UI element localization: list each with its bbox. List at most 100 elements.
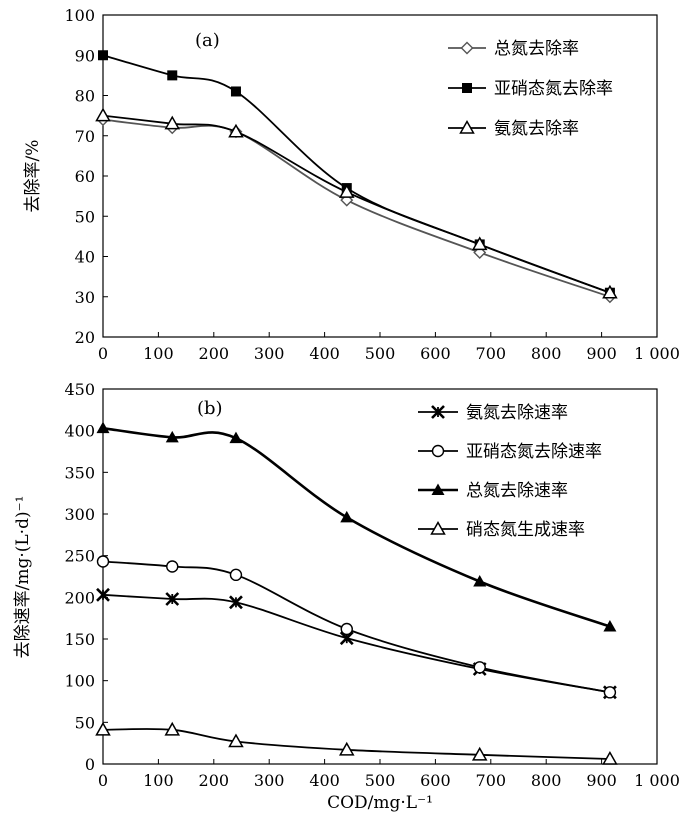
x-tick-label: 600	[420, 771, 451, 790]
legend-item: 氨氮去除率	[448, 119, 579, 139]
data-point	[473, 575, 487, 587]
legend-marker	[430, 520, 446, 535]
x-tick-label: 300	[254, 771, 285, 790]
y-tick-label: 0	[85, 755, 95, 774]
data-point	[95, 721, 111, 736]
legend-item: 总氮去除率	[448, 39, 579, 59]
data-point	[95, 107, 111, 122]
y-tick-label: 250	[64, 547, 95, 566]
x-tick-label: 900	[586, 344, 617, 363]
x-tick-label: 900	[586, 771, 617, 790]
x-axis: 0 100 200 300 400 500 600 700 800 900 1 000	[98, 332, 680, 363]
legend-marker	[431, 483, 445, 495]
y-tick-label: 70	[75, 127, 95, 146]
data-point	[338, 184, 355, 198]
x-tick-label: 500	[365, 344, 396, 363]
series-4	[95, 721, 618, 765]
x-tick-label: 800	[531, 344, 562, 363]
data-point	[98, 50, 108, 61]
legend-item: 总氮去除速率	[418, 481, 568, 501]
data-point	[340, 510, 354, 523]
y-tick-label: 200	[64, 588, 95, 607]
y-tick-label: 150	[64, 630, 95, 649]
data-point	[230, 86, 241, 97]
x-tick-label: 700	[476, 344, 507, 363]
x-tick-label: 500	[365, 771, 396, 790]
y-tick-label: 50	[75, 207, 95, 226]
legend-marker	[431, 405, 445, 419]
legend-item: 亚硝态氮去除速率	[418, 442, 602, 462]
data-point	[229, 595, 243, 610]
data-point	[164, 115, 181, 130]
y-tick-label: 90	[75, 46, 95, 65]
y-tick-label: 80	[75, 87, 95, 106]
data-point	[228, 123, 244, 138]
x-tick-label: 700	[476, 771, 507, 790]
plot-frame	[102, 14, 658, 338]
legend-marker	[459, 119, 475, 134]
data-point	[338, 741, 355, 756]
x-tick-label: 0	[98, 344, 108, 363]
y-tick-label: 20	[75, 328, 95, 347]
series-1	[96, 113, 617, 304]
data-point	[229, 568, 243, 582]
y-tick-label: 30	[75, 288, 95, 307]
x-tick-label: 1 000	[634, 771, 680, 790]
legend-label: 硝态氮生成速率	[466, 520, 585, 540]
x-tick-label: 400	[309, 344, 340, 363]
legend-label: 氨氮去除速率	[466, 403, 568, 423]
x-tick-label: 600	[420, 344, 451, 363]
chart-panel-b: 0 100 200 300 400 500 600 700 800 900 1 000 0 50 100 1…	[13, 380, 680, 813]
legend-label: 总氮去除率	[494, 39, 579, 59]
series-3	[95, 107, 618, 299]
y-tick-label: 400	[64, 422, 95, 441]
y-tick-label: 350	[64, 463, 95, 482]
data-point	[602, 284, 618, 299]
x-tick-label: 400	[309, 771, 340, 790]
x-axis-title: COD/mg·L⁻¹	[327, 793, 433, 813]
series-line	[102, 118, 611, 298]
data-point	[471, 236, 488, 251]
x-tick-label: 0	[98, 771, 108, 790]
x-tick-label: 200	[199, 771, 230, 790]
panel-label: (b)	[197, 398, 223, 419]
legend-marker	[431, 444, 445, 458]
y-tick-label: 40	[75, 248, 95, 267]
legend-marker	[460, 41, 474, 55]
x-axis: 0 100 200 300 400 500 600 700 800 900 1 000	[98, 759, 680, 790]
data-point	[96, 587, 110, 602]
series-line	[102, 728, 610, 760]
y-axis: 0 50 100 150 200 250 300 350 400 450	[64, 380, 108, 774]
data-point	[96, 555, 110, 568]
legend-label: 氨氮去除率	[494, 119, 579, 139]
legend-item: 硝态氮生成速率	[418, 520, 585, 540]
y-axis: 20 30 40 50 60 70 80 90 100	[64, 6, 108, 347]
data-point	[165, 430, 179, 443]
x-tick-label: 200	[199, 344, 230, 363]
y-tick-label: 100	[64, 672, 95, 691]
x-tick-label: 1 000	[634, 344, 680, 363]
legend-item: 氨氮去除速率	[418, 403, 568, 423]
data-point	[229, 431, 243, 444]
y-tick-label: 300	[64, 505, 95, 524]
data-point	[340, 622, 353, 636]
y-tick-label: 50	[75, 713, 95, 732]
x-tick-label: 800	[531, 771, 562, 790]
legend-item: 亚硝态氮去除率	[448, 79, 613, 99]
y-tick-label: 100	[64, 6, 95, 25]
x-tick-label: 100	[143, 344, 174, 363]
data-point	[603, 686, 617, 699]
data-point	[96, 421, 110, 434]
series-line	[102, 560, 611, 694]
y-tick-label: 60	[75, 167, 95, 186]
data-point	[164, 721, 181, 736]
data-point	[165, 592, 180, 606]
legend-label: 亚硝态氮去除速率	[466, 442, 602, 462]
series-2	[96, 555, 617, 699]
legend-label: 亚硝态氮去除率	[494, 79, 613, 99]
legend-marker	[462, 83, 472, 93]
y-axis-title: 去除速率/mg·(L·d)⁻¹	[13, 496, 33, 659]
data-point	[167, 70, 178, 81]
